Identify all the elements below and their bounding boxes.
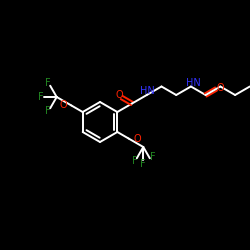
Text: F: F [132,156,138,166]
Text: F: F [140,159,146,169]
Text: F: F [38,92,44,102]
Text: HN: HN [186,78,200,88]
Text: HN: HN [140,86,155,96]
Text: F: F [46,78,51,88]
Text: F: F [150,152,156,162]
Text: O: O [216,83,224,93]
Text: O: O [60,100,68,110]
Text: F: F [46,106,51,116]
Text: O: O [134,134,141,144]
Text: O: O [116,90,124,100]
